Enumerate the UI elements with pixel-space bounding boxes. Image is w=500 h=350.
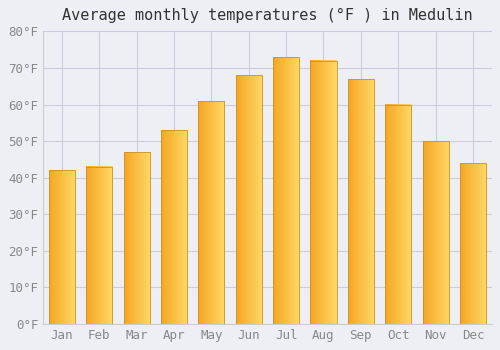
Bar	[49, 170, 75, 324]
Bar	[124, 152, 150, 324]
Bar	[460, 163, 486, 324]
Bar	[385, 105, 411, 324]
Bar	[236, 75, 262, 324]
Bar	[273, 57, 299, 324]
Bar	[198, 101, 224, 324]
Title: Average monthly temperatures (°F ) in Medulin: Average monthly temperatures (°F ) in Me…	[62, 8, 472, 23]
Bar	[422, 141, 448, 324]
Bar	[86, 167, 113, 324]
Bar	[310, 61, 336, 324]
Bar	[348, 79, 374, 324]
Bar	[161, 130, 187, 324]
